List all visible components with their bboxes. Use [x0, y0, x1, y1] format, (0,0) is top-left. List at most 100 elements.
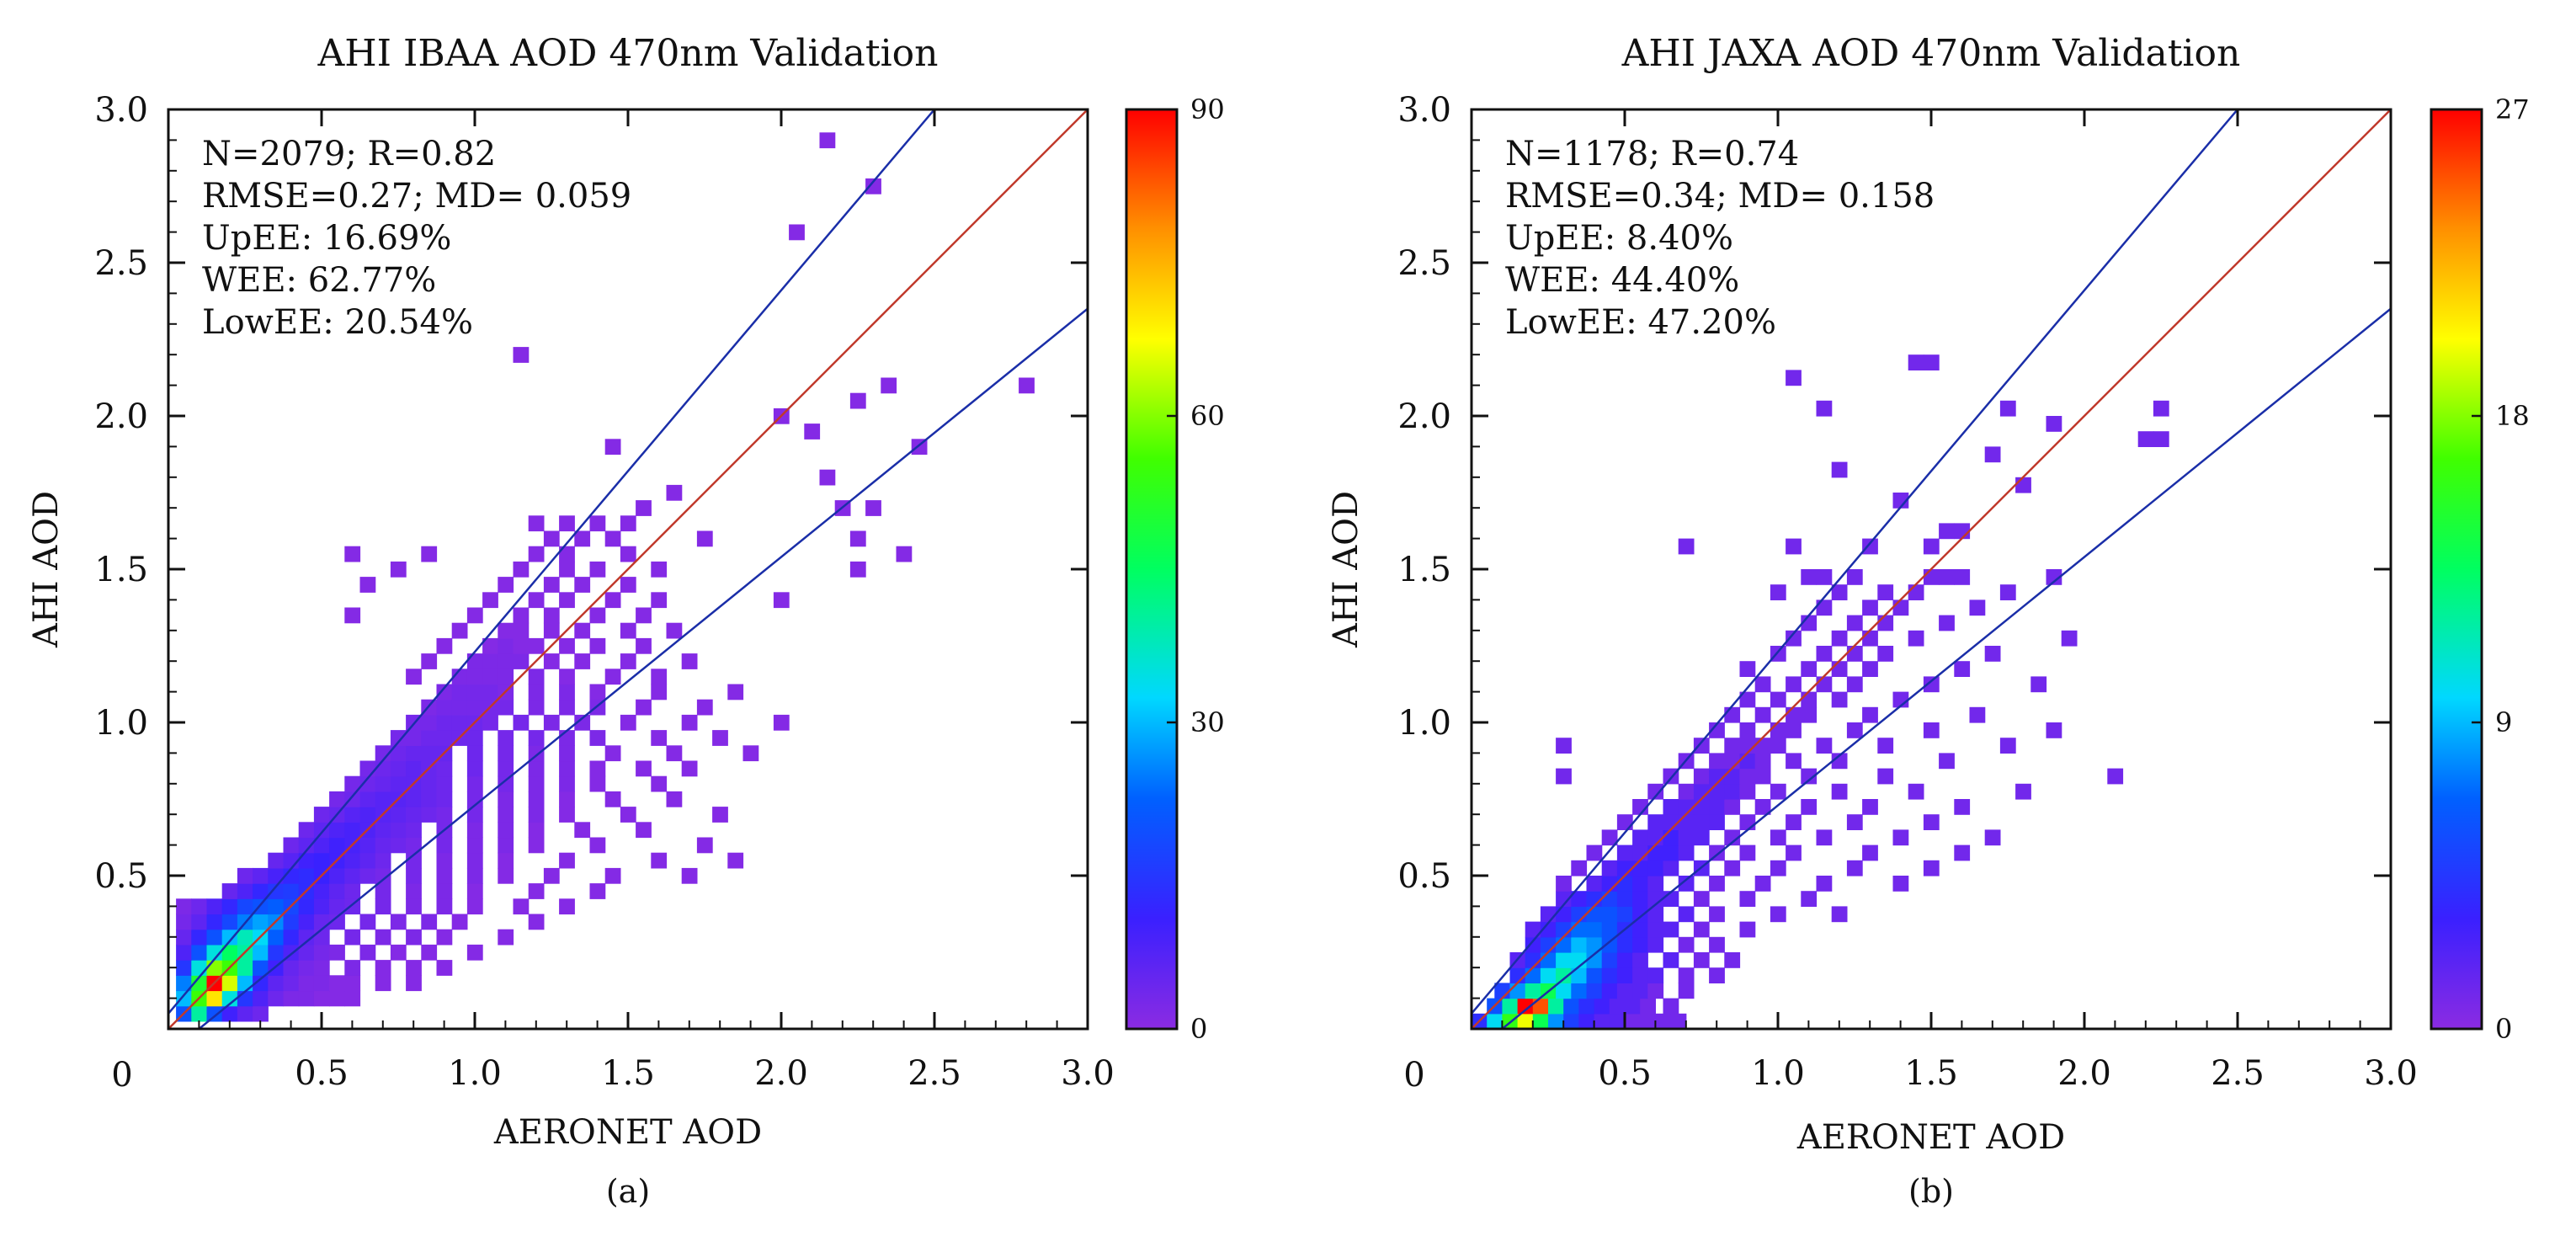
- heatmap-cell: [589, 883, 606, 899]
- heatmap-cell: [221, 883, 238, 899]
- heatmap-cell: [1540, 936, 1557, 953]
- heatmap-cell: [2061, 630, 2078, 647]
- panel-a-origin-label: 0: [111, 1056, 132, 1095]
- heatmap-cell: [666, 622, 683, 639]
- heatmap-cell: [436, 791, 453, 807]
- heatmap-cell: [436, 775, 453, 792]
- panel-a-x-ticks: 0.5 1.0 1.5 2.0 2.5 3.0: [198, 109, 1115, 1093]
- heatmap-cell: [636, 760, 652, 777]
- heatmap-cell: [1999, 738, 2016, 754]
- heatmap-cell: [298, 914, 315, 930]
- heatmap-cell: [221, 1005, 238, 1022]
- heatmap-cell: [466, 852, 483, 869]
- heatmap-cell: [681, 867, 698, 884]
- heatmap-cell: [283, 975, 300, 992]
- heatmap-cell: [375, 898, 391, 915]
- heatmap-cell: [1892, 829, 1909, 846]
- x-tick-label: 3.0: [1061, 1054, 1115, 1093]
- panel-b: AHI JAXA AOD 470nm Validation 0.5 1.0 1.5 2…: [1327, 32, 2530, 1210]
- heatmap-cell: [436, 883, 453, 899]
- heatmap-cell: [421, 791, 438, 807]
- heatmap-cell: [528, 592, 545, 609]
- panel-b-cells: [1472, 354, 2169, 1029]
- heatmap-cell: [1816, 599, 1833, 616]
- heatmap-cell: [1019, 377, 1035, 394]
- panel-a-stat-n-r: N=2079; R=0.82: [202, 135, 496, 173]
- 1-1-line-line: [168, 109, 1088, 1029]
- heatmap-cell: [329, 791, 345, 807]
- heatmap-cell: [1770, 722, 1786, 738]
- panel-a-colorbar: [1125, 108, 1179, 1031]
- heatmap-cell: [436, 684, 453, 701]
- colorbar-tick-label: 0: [1190, 1013, 1207, 1045]
- x-tick-label: 2.0: [754, 1054, 808, 1093]
- heatmap-cell: [329, 883, 345, 899]
- heatmap-cell: [589, 637, 606, 654]
- heatmap-cell: [528, 637, 545, 654]
- heatmap-cell: [436, 714, 453, 731]
- heatmap-cell: [176, 990, 192, 1007]
- heatmap-cell: [1678, 829, 1695, 846]
- heatmap-cell: [268, 898, 285, 915]
- heatmap-cell: [1655, 1013, 1672, 1029]
- heatmap-cell: [1632, 967, 1648, 983]
- heatmap-cell: [1571, 983, 1588, 999]
- colorbar-tick-label: 30: [1190, 706, 1225, 738]
- heatmap-cell: [865, 178, 881, 194]
- heatmap-cell: [681, 653, 698, 669]
- heatmap-cell: [1877, 738, 1894, 754]
- panel-a-stat-wee: WEE: 62.77%: [202, 261, 436, 300]
- heatmap-cell: [375, 822, 391, 839]
- heatmap-cell: [1846, 722, 1863, 738]
- heatmap-cell: [1831, 661, 1848, 677]
- heatmap-cell: [1616, 891, 1633, 907]
- heatmap-cell: [1709, 722, 1725, 738]
- x-tick-label: 1.5: [1904, 1054, 1958, 1093]
- heatmap-cell: [1739, 921, 1756, 938]
- heatmap-cell: [1571, 860, 1588, 876]
- heatmap-cell: [498, 822, 514, 839]
- panel-b-x-ticks: 0.5 1.0 1.5 2.0 2.5 3.0: [1501, 109, 2418, 1093]
- heatmap-cell: [375, 867, 391, 884]
- heatmap-cell: [1678, 783, 1695, 800]
- heatmap-cell: [1923, 569, 1940, 585]
- y-tick-label: 1.0: [94, 704, 148, 743]
- heatmap-cell: [237, 1005, 253, 1022]
- heatmap-cell: [574, 822, 591, 839]
- panel-b-y-ticks: 0.5 1.0 1.5 2.0 2.5 3.0: [1397, 91, 2391, 999]
- heatmap-cell: [1647, 891, 1664, 907]
- heatmap-cell: [359, 944, 376, 961]
- panel-a-label: (a): [606, 1173, 650, 1210]
- heatmap-cell: [1678, 936, 1695, 953]
- heatmap-cell: [359, 760, 376, 777]
- heatmap-cell: [406, 730, 422, 746]
- heatmap-cell: [1739, 891, 1756, 907]
- heatmap-cell: [1517, 1013, 1534, 1029]
- heatmap-cell: [498, 745, 514, 762]
- heatmap-cell: [176, 975, 192, 992]
- heatmap-cell: [451, 684, 468, 701]
- heatmap-cell: [1556, 952, 1572, 968]
- heatmap-cell: [344, 990, 361, 1007]
- heatmap-cell: [528, 883, 545, 899]
- heatmap-cell: [253, 975, 269, 992]
- heatmap-cell: [1709, 967, 1725, 983]
- heatmap-cell: [2107, 768, 2124, 785]
- heatmap-cell: [498, 807, 514, 823]
- heatmap-cell: [1571, 921, 1588, 938]
- heatmap-cell: [636, 607, 652, 624]
- heatmap-cell: [666, 745, 683, 762]
- heatmap-cell: [237, 883, 253, 899]
- heatmap-cell: [406, 883, 422, 899]
- heatmap-cell: [268, 852, 285, 869]
- heatmap-cell: [819, 469, 836, 486]
- heatmap-cell: [528, 837, 545, 854]
- heatmap-cell: [2046, 722, 2062, 738]
- heatmap-cell: [466, 837, 483, 854]
- heatmap-cell: [1877, 584, 1894, 600]
- panel-a-lines: [168, 109, 1088, 1029]
- heatmap-cell: [819, 132, 836, 149]
- heatmap-cell: [1594, 998, 1610, 1015]
- heatmap-cell: [543, 577, 560, 593]
- heatmap-cell: [1556, 921, 1572, 938]
